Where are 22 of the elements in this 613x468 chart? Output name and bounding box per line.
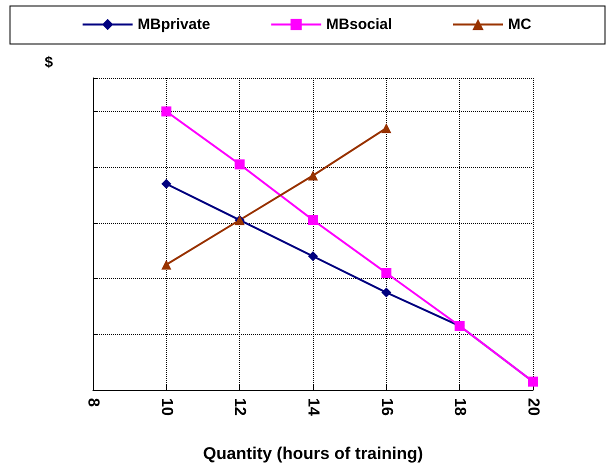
x-tick-label: 8 — [84, 398, 102, 407]
legend-label: MC — [508, 16, 532, 33]
point — [381, 123, 392, 134]
legend-label: MBsocial — [326, 16, 392, 33]
y-axis-title: $ — [44, 54, 54, 71]
legend-label: MBprivate — [138, 16, 210, 33]
point — [381, 268, 392, 278]
point — [161, 178, 172, 189]
x-tick-label: 14 — [304, 398, 322, 416]
x-axis-title: Quantity (hours of training) — [202, 444, 424, 463]
x-tick-label: 16 — [378, 398, 395, 416]
point — [308, 170, 318, 180]
point — [381, 288, 392, 298]
x-tick-label: 20 — [524, 398, 542, 416]
x-tick-label: 10 — [158, 398, 175, 416]
point — [234, 159, 245, 170]
point — [161, 106, 172, 116]
point — [161, 260, 172, 270]
x-tick-label: 18 — [451, 398, 468, 416]
point — [308, 251, 318, 262]
x-tick-label: 12 — [231, 398, 248, 416]
point — [308, 215, 318, 226]
